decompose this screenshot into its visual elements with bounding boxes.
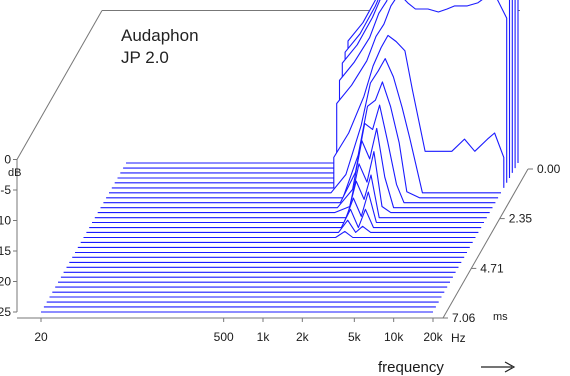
- z-axis-line: [442, 168, 529, 319]
- series-line: [100, 127, 493, 209]
- series-line: [126, 0, 519, 164]
- chart-subtitle: JP 2.0: [121, 48, 169, 67]
- x-tick-label: 10k: [384, 330, 404, 344]
- series-line: [123, 0, 516, 169]
- z-unit-label: ms: [493, 311, 508, 323]
- series-line: [117, 0, 511, 179]
- y-axis-ticks: 0 -5 -10 -15 -20 -25: [0, 153, 17, 319]
- series-line: [111, 34, 505, 189]
- series-line: [83, 230, 476, 239]
- z-tick-label: 7.06: [452, 311, 476, 325]
- series-mask: [89, 209, 482, 228]
- y-tick-label: -15: [0, 244, 11, 258]
- y-tick-label: -25: [0, 305, 11, 319]
- series-mask: [109, 58, 501, 193]
- series-line: [86, 219, 479, 233]
- y-tick-label: 0: [4, 153, 11, 167]
- z-tick-label: 4.71: [480, 261, 504, 275]
- x-tick-label: 5k: [348, 330, 362, 344]
- y-tick-label: -10: [0, 214, 11, 228]
- x-tick-label: 1k: [257, 330, 271, 344]
- series-mask: [106, 81, 499, 198]
- y-axis-label: dB: [8, 167, 21, 179]
- chart-title: Audaphon: [121, 26, 199, 45]
- z-tick-label: 2.35: [509, 212, 533, 226]
- y-tick-label: -5: [0, 183, 11, 197]
- z-axis-ticks: 0.00 2.35 4.71 7.06: [443, 162, 561, 325]
- x-tick-label: 20: [34, 330, 48, 344]
- series-line: [114, 0, 508, 184]
- x-axis-label: frequency: [378, 359, 444, 376]
- z-tick-label: 0.00: [537, 162, 561, 176]
- x-axis-ticks: 20 500 1k 2k 5k 10k 20k: [34, 318, 444, 344]
- series-lines: [41, 0, 519, 313]
- x-unit-label: Hz: [451, 331, 466, 345]
- x-tick-label: 500: [214, 330, 234, 344]
- arrow-icon: [481, 361, 516, 373]
- series-line: [89, 208, 482, 229]
- series-line: [120, 0, 513, 174]
- back-wall-diagonal: [16, 10, 103, 160]
- x-tick-label: 2k: [296, 330, 310, 344]
- y-tick-label: -20: [0, 275, 11, 289]
- series-line: [109, 58, 501, 194]
- x-tick-label: 20k: [423, 330, 443, 344]
